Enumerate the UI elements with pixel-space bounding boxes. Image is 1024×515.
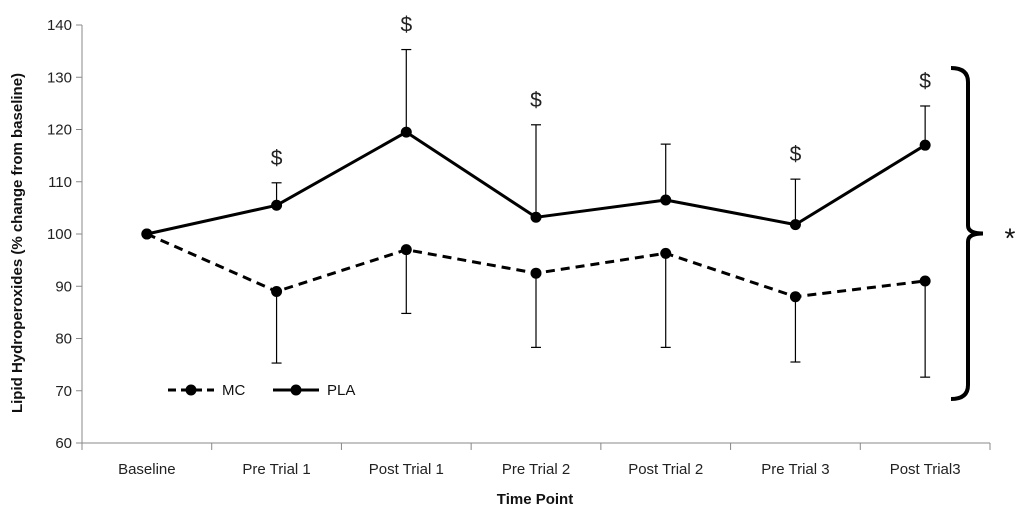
legend-pla-marker — [290, 384, 302, 396]
curly-bracket — [950, 66, 984, 401]
legend: MC PLA — [168, 382, 355, 399]
data-point-pla — [530, 211, 542, 223]
data-point-mc — [271, 285, 283, 297]
y-tick-label: 80 — [55, 331, 72, 348]
y-tick-label: 90 — [55, 278, 72, 295]
dollar-sign-marker: $ — [919, 70, 931, 93]
x-tick-label: Pre Trial 2 — [502, 461, 570, 478]
y-tick-labels: 60 70 80 90 100 110 120 130 140 — [47, 17, 72, 452]
data-point-mc — [660, 247, 672, 259]
data-point-mc — [789, 291, 801, 303]
y-tick-label: 140 — [47, 17, 72, 34]
legend-pla-label: PLA — [327, 382, 355, 399]
data-points — [141, 126, 931, 303]
legend-mc-label: MC — [222, 382, 245, 399]
y-tick-label: 120 — [47, 122, 72, 139]
data-point-pla — [789, 219, 801, 231]
significance-marks: $ $ $ $ $ * — [271, 14, 1016, 401]
x-tick-label: Pre Trial 1 — [242, 461, 310, 478]
dollar-sign-marker: $ — [530, 89, 542, 112]
axes — [76, 24, 991, 450]
data-point-pla — [271, 199, 283, 211]
data-point-mc — [530, 267, 542, 279]
dollar-sign-marker: $ — [790, 143, 802, 166]
y-tick-label: 100 — [47, 226, 72, 243]
dollar-sign-marker: $ — [271, 147, 283, 170]
error-bars — [271, 48, 931, 378]
x-tick-label: Post Trial 2 — [628, 461, 703, 478]
y-tick-label: 60 — [55, 435, 72, 452]
x-tick-labels: Baseline Pre Trial 1 Post Trial 1 Pre Trial… — [118, 461, 960, 478]
x-tick-label: Post Trial3 — [890, 461, 961, 478]
data-point-pla — [400, 126, 412, 138]
data-point-pla — [141, 228, 153, 240]
significance-asterisk: * — [1005, 223, 1016, 254]
legend-mc-marker — [185, 384, 197, 396]
data-point-pla — [919, 139, 931, 151]
y-tick-label: 130 — [47, 69, 72, 86]
data-point-mc — [400, 244, 412, 256]
y-tick-label: 110 — [48, 174, 72, 191]
y-tick-label: 70 — [55, 383, 72, 400]
data-point-pla — [660, 194, 672, 206]
x-tick-label: Baseline — [118, 461, 176, 478]
data-point-mc — [919, 275, 931, 287]
x-tick-label: Post Trial 1 — [369, 461, 444, 478]
x-axis-title: Time Point — [497, 491, 573, 508]
dollar-sign-marker: $ — [400, 14, 412, 37]
x-tick-label: Pre Trial 3 — [761, 461, 829, 478]
y-axis-title: Lipid Hydroperoxides (% change from base… — [9, 73, 26, 413]
